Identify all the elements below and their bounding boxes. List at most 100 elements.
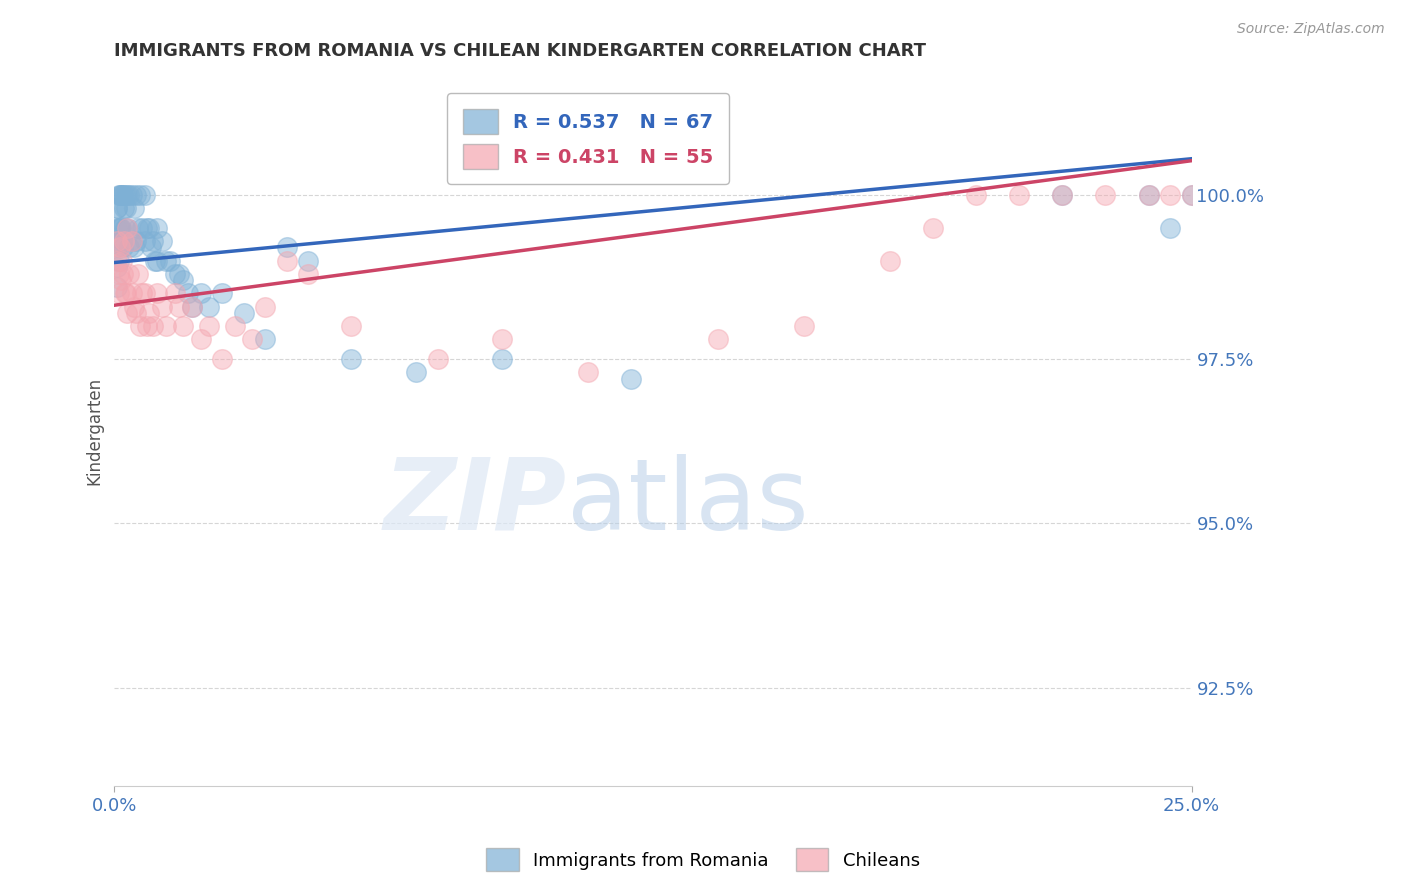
Point [142,234,165,248]
Point [1181,187,1204,202]
Point [159,253,181,268]
Point [105,234,128,248]
Point [114,187,136,202]
Point [176,286,198,301]
Point [181,300,204,314]
Point [142,319,165,334]
Point [118,187,141,202]
Text: IMMIGRANTS FROM ROMANIA VS CHILEAN KINDERGARTEN CORRELATION CHART: IMMIGRANTS FROM ROMANIA VS CHILEAN KINDE… [114,42,927,60]
Point [198,319,221,334]
Point [163,267,186,281]
Point [172,273,194,287]
Point [181,300,204,314]
Point [167,267,190,281]
Point [190,332,212,346]
Point [254,332,277,346]
Point [108,240,131,254]
Text: Source: ZipAtlas.com: Source: ZipAtlas.com [1237,22,1385,37]
Point [122,201,145,215]
Point [125,234,148,248]
Point [1159,187,1181,202]
Point [129,319,152,334]
Point [965,187,987,202]
Point [107,267,129,281]
Point [405,365,427,379]
Point [1181,187,1204,202]
Point [107,201,129,215]
Point [139,240,162,254]
Point [793,319,815,334]
Y-axis label: Kindergarten: Kindergarten [86,377,103,485]
Point [491,332,513,346]
Point [163,286,186,301]
Point [112,201,135,215]
Point [232,306,254,320]
Point [107,253,129,268]
Point [426,352,449,367]
Point [706,332,728,346]
Point [340,352,363,367]
Text: ZIP: ZIP [384,454,567,551]
Point [135,319,157,334]
Point [146,220,169,235]
Point [117,187,139,202]
Legend: Immigrants from Romania, Chileans: Immigrants from Romania, Chileans [479,841,927,879]
Point [111,234,134,248]
Point [155,319,177,334]
Point [117,220,139,235]
Point [117,306,139,320]
Point [576,365,599,379]
Point [107,187,129,202]
Point [111,187,134,202]
Point [121,286,143,301]
Point [112,267,135,281]
Point [112,187,135,202]
Point [1052,187,1074,202]
Point [108,220,131,235]
Point [491,352,513,367]
Point [129,187,152,202]
Point [127,220,149,235]
Point [190,286,212,301]
Point [143,253,166,268]
Point [1159,220,1181,235]
Point [114,220,136,235]
Point [254,300,277,314]
Text: atlas: atlas [567,454,808,551]
Point [112,234,135,248]
Point [125,187,148,202]
Point [167,300,190,314]
Point [1052,187,1074,202]
Point [155,253,177,268]
Point [138,306,160,320]
Point [118,240,141,254]
Point [150,234,173,248]
Point [922,220,945,235]
Point [224,319,246,334]
Point [146,286,169,301]
Point [107,220,129,235]
Point [138,220,160,235]
Point [620,372,643,386]
Point [111,253,134,268]
Point [276,240,298,254]
Point [1008,187,1031,202]
Point [131,220,153,235]
Point [211,286,233,301]
Point [134,234,156,248]
Point [121,234,143,248]
Point [150,300,173,314]
Point [105,220,128,235]
Point [115,286,138,301]
Point [127,267,149,281]
Legend: R = 0.537   N = 67, R = 0.431   N = 55: R = 0.537 N = 67, R = 0.431 N = 55 [447,94,730,185]
Point [134,286,156,301]
Point [105,280,128,294]
Point [172,319,194,334]
Point [108,187,131,202]
Point [105,240,128,254]
Point [1137,187,1160,202]
Point [297,267,319,281]
Point [118,267,141,281]
Point [1094,187,1116,202]
